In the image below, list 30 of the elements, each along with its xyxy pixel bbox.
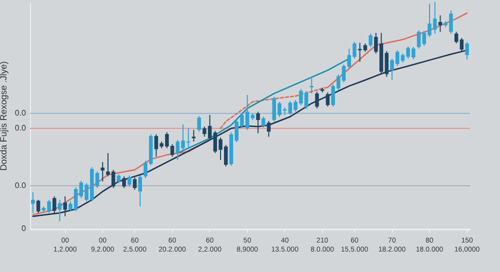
candlestick (138, 174, 142, 207)
candlestick (384, 50, 389, 78)
candlestick (460, 37, 464, 52)
text: 0.0 (14, 123, 27, 132)
candlestick (63, 196, 67, 217)
candlestick (465, 41, 469, 60)
candlestick (315, 91, 319, 109)
candlestick (310, 76, 314, 94)
candlestick (266, 120, 271, 138)
text: 0 (22, 224, 27, 233)
candlestick (31, 192, 35, 214)
candlestick (326, 92, 330, 108)
candlestick (132, 176, 137, 190)
candlestick (100, 162, 104, 182)
candlestick (192, 129, 196, 142)
candlestick (197, 116, 201, 132)
candlestick (416, 30, 421, 49)
candlestick (36, 199, 40, 214)
candlestick (52, 196, 56, 214)
candlestick (358, 42, 362, 62)
candlestick (454, 31, 458, 44)
candlestick (128, 174, 132, 187)
candlestick (122, 176, 126, 188)
candlestick (256, 111, 260, 134)
y-axis-title: Doxda Fujis Rexogse .Jlye) (0, 61, 8, 171)
candlestick (58, 199, 62, 222)
candlestick (262, 116, 266, 128)
text: 0.0 (14, 108, 27, 118)
candlestick (368, 33, 372, 48)
text: 0.0 (14, 180, 27, 190)
